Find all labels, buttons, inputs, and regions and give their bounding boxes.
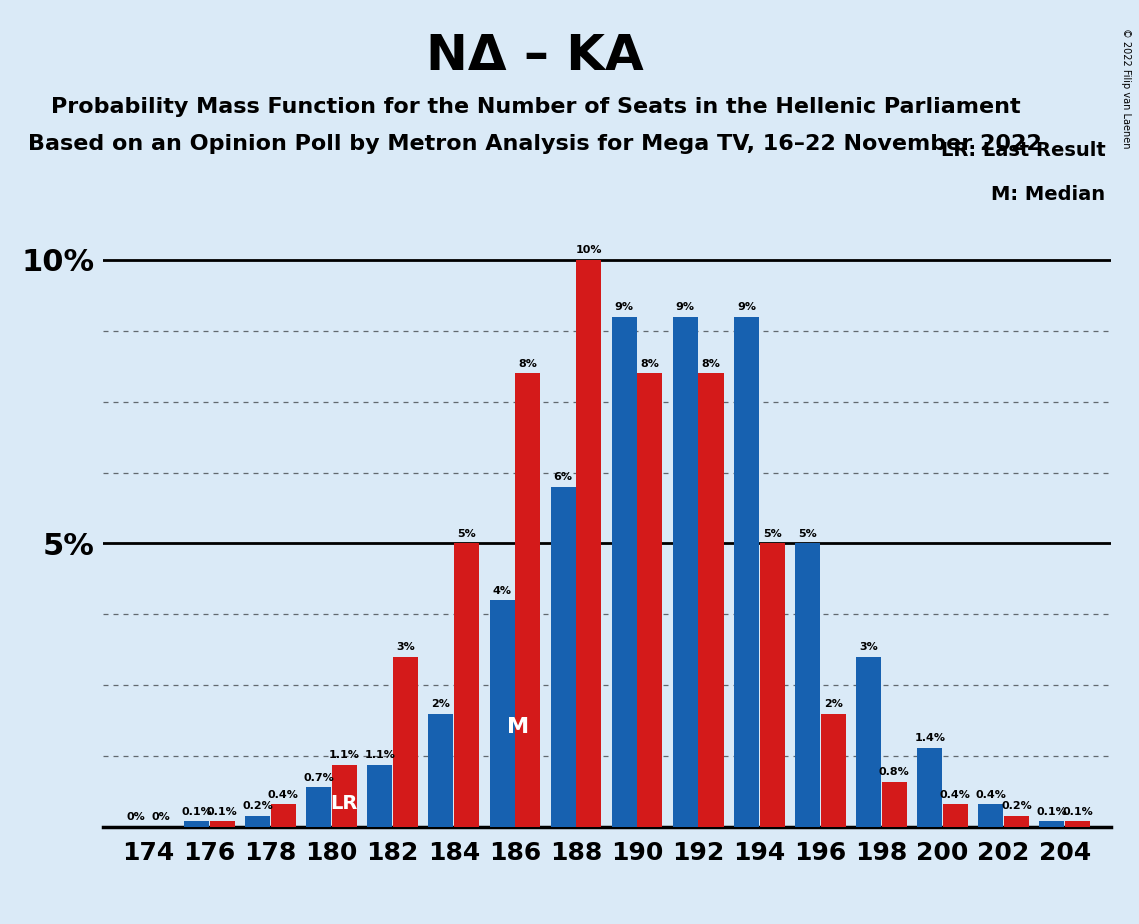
Bar <box>185 821 210 827</box>
Text: 0.4%: 0.4% <box>940 790 970 800</box>
Text: 2%: 2% <box>432 699 450 709</box>
Text: 1.1%: 1.1% <box>329 750 360 760</box>
Bar <box>271 804 296 827</box>
Text: 9%: 9% <box>675 302 695 312</box>
Text: 0.1%: 0.1% <box>1063 807 1093 817</box>
Bar <box>978 804 1003 827</box>
Bar <box>1065 821 1090 827</box>
Text: 0%: 0% <box>151 812 171 822</box>
Bar <box>550 487 575 827</box>
Bar <box>795 543 820 827</box>
Bar <box>428 713 453 827</box>
Bar <box>943 804 968 827</box>
Bar <box>820 713 845 827</box>
Bar <box>917 748 942 827</box>
Text: NΔ – KA: NΔ – KA <box>426 32 645 80</box>
Bar <box>331 765 357 827</box>
Text: 3%: 3% <box>396 642 415 652</box>
Text: LR: LR <box>330 794 358 813</box>
Text: 5%: 5% <box>798 529 817 539</box>
Text: 9%: 9% <box>737 302 756 312</box>
Bar <box>1040 821 1065 827</box>
Bar <box>857 657 882 827</box>
Bar <box>210 821 235 827</box>
Text: 5%: 5% <box>457 529 476 539</box>
Text: 0.4%: 0.4% <box>975 790 1006 800</box>
Bar <box>368 765 393 827</box>
Text: 2%: 2% <box>823 699 843 709</box>
Text: 0.1%: 0.1% <box>1036 807 1067 817</box>
Text: 1.4%: 1.4% <box>915 733 945 743</box>
Bar <box>576 260 601 827</box>
Text: 10%: 10% <box>575 246 603 255</box>
Bar <box>673 317 698 827</box>
Bar <box>734 317 759 827</box>
Text: 0.1%: 0.1% <box>181 807 212 817</box>
Text: 0.7%: 0.7% <box>303 772 334 783</box>
Bar <box>245 816 270 827</box>
Bar <box>638 373 663 827</box>
Text: 0.8%: 0.8% <box>879 767 910 777</box>
Bar <box>393 657 418 827</box>
Text: 0.4%: 0.4% <box>268 790 298 800</box>
Text: 4%: 4% <box>492 586 511 596</box>
Text: 9%: 9% <box>615 302 633 312</box>
Text: M: M <box>507 717 528 737</box>
Text: LR: Last Result: LR: Last Result <box>941 140 1106 160</box>
Text: 8%: 8% <box>640 359 659 369</box>
Bar <box>760 543 785 827</box>
Bar <box>515 373 540 827</box>
Text: 1.1%: 1.1% <box>364 750 395 760</box>
Text: Probability Mass Function for the Number of Seats in the Hellenic Parliament: Probability Mass Function for the Number… <box>50 97 1021 117</box>
Text: 3%: 3% <box>859 642 878 652</box>
Text: 0.2%: 0.2% <box>243 801 273 811</box>
Bar <box>490 601 515 827</box>
Bar <box>698 373 723 827</box>
Bar <box>454 543 480 827</box>
Text: 8%: 8% <box>518 359 538 369</box>
Bar <box>612 317 637 827</box>
Text: Based on an Opinion Poll by Metron Analysis for Mega TV, 16–22 November 2022: Based on an Opinion Poll by Metron Analy… <box>28 134 1042 154</box>
Text: 0.1%: 0.1% <box>207 807 238 817</box>
Text: © 2022 Filip van Laenen: © 2022 Filip van Laenen <box>1121 28 1131 148</box>
Text: 0%: 0% <box>126 812 145 822</box>
Text: 8%: 8% <box>702 359 721 369</box>
Bar <box>1003 816 1029 827</box>
Bar <box>882 782 907 827</box>
Text: 6%: 6% <box>554 472 573 482</box>
Text: M: Median: M: Median <box>991 185 1106 203</box>
Text: 0.2%: 0.2% <box>1001 801 1032 811</box>
Bar <box>306 787 331 827</box>
Text: 5%: 5% <box>763 529 781 539</box>
